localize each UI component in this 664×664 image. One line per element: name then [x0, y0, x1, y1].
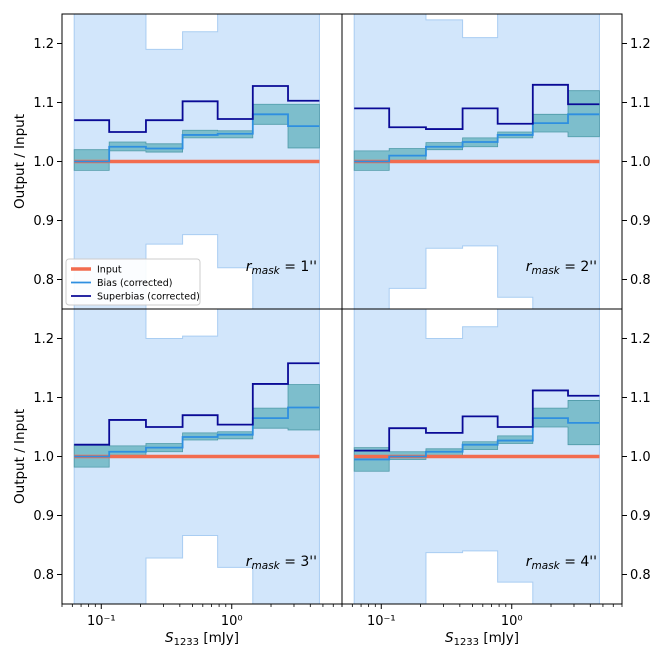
bias-uncertainty-band: [73, 103, 320, 171]
legend-label: Bias (corrected): [97, 278, 173, 289]
y-tick-label: 0.9: [630, 509, 651, 524]
coverage-lower-edge: [354, 245, 600, 309]
y-tick-label: 0.8: [33, 568, 54, 583]
legend-label: Superbias (corrected): [97, 292, 200, 303]
panel-label: rmask = 1'': [246, 259, 317, 277]
y-tick-label: 0.8: [630, 568, 651, 583]
panel-2: [353, 14, 600, 309]
bias-line: [74, 406, 320, 458]
coverage-upper-edge: [354, 309, 600, 339]
y-tick-label: 1.0: [33, 450, 54, 465]
bias-line: [354, 113, 600, 163]
y-tick-label: 1.1: [33, 391, 54, 406]
legend: Input Bias (corrected) Superbias (correcte…: [65, 258, 201, 306]
y-tick-label: 1.0: [33, 155, 54, 170]
superbias-line: [74, 362, 320, 446]
panel-label: rmask = 3'': [246, 554, 317, 572]
panel-1: [73, 14, 320, 309]
y-tick-label: 1.1: [630, 391, 651, 406]
y-tick-label: 1.0: [630, 155, 651, 170]
y-tick-label: 0.9: [630, 214, 651, 229]
legend-box: [65, 258, 201, 306]
y-tick-label: 1.0: [630, 450, 651, 465]
coverage-upper-edge: [74, 14, 320, 50]
x-tick-label: 10⁰: [501, 614, 523, 629]
coverage-upper-edge: [74, 309, 320, 339]
panel-3: [73, 309, 320, 604]
y-tick-label: 0.8: [33, 273, 54, 288]
y-tick-label: 1.1: [33, 96, 54, 111]
y-tick-label: 1.1: [630, 96, 651, 111]
coverage-lower-edge: [74, 234, 320, 309]
panel-label: rmask = 4'': [526, 554, 597, 572]
legend-label: Input: [97, 265, 122, 276]
panel-label: rmask = 2'': [526, 259, 597, 277]
coverage-lower-edge: [354, 550, 600, 604]
superbias-line: [74, 85, 320, 133]
bias-uncertainty-band: [73, 384, 320, 468]
x-axis-title: S1233 [mJy]: [445, 630, 519, 648]
y-axis-title: Output / Input: [12, 409, 28, 504]
superbias-line: [354, 83, 600, 130]
y-tick-label: 0.9: [33, 214, 54, 229]
superbias-line: [354, 389, 600, 452]
y-axis-title: Output / Input: [12, 114, 28, 209]
y-tick-label: 1.2: [630, 332, 651, 347]
y-tick-label: 1.2: [630, 37, 651, 52]
x-tick-label: 10⁻¹: [87, 614, 116, 629]
coverage-upper-edge: [354, 14, 600, 39]
x-tick-label: 10⁻¹: [367, 614, 396, 629]
y-tick-label: 1.2: [33, 332, 54, 347]
bias-line: [74, 113, 320, 163]
panel-4: [353, 309, 600, 604]
coverage-lower-edge: [74, 535, 320, 604]
x-axis-title: S1233 [mJy]: [165, 630, 239, 648]
x-tick-label: 10⁰: [221, 614, 243, 629]
y-tick-label: 0.8: [630, 273, 651, 288]
y-tick-label: 0.9: [33, 509, 54, 524]
bias-line: [354, 417, 600, 461]
y-tick-label: 1.2: [33, 37, 54, 52]
